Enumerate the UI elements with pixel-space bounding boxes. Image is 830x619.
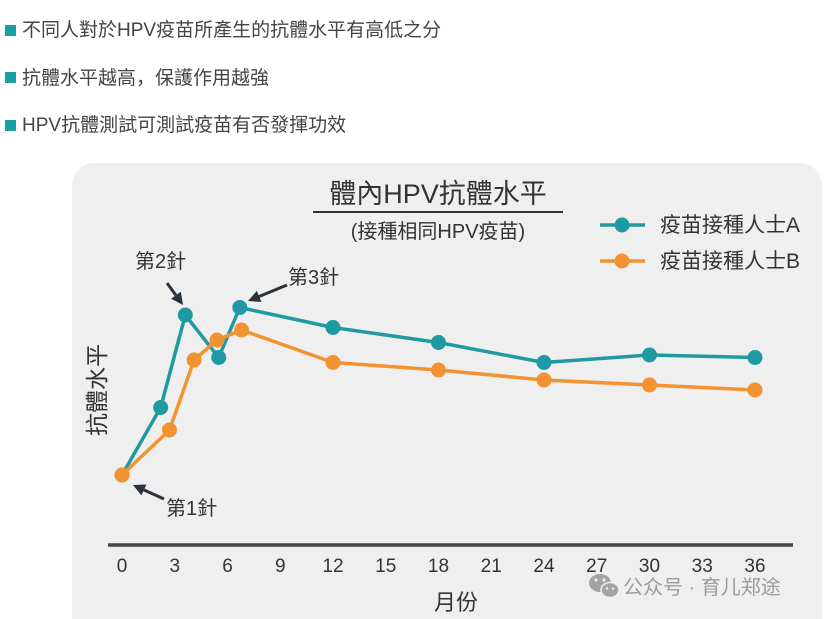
annotation-label: 第2針 bbox=[135, 250, 186, 273]
series-a-point bbox=[211, 350, 227, 365]
legend-label-a: 疫苗接種人士A bbox=[660, 214, 800, 237]
bullet-square-icon bbox=[5, 119, 16, 131]
x-tick-label: 24 bbox=[533, 556, 555, 577]
series-a-point bbox=[431, 335, 446, 350]
x-tick-label: 30 bbox=[639, 556, 660, 577]
annotation-dose-1: 第1針 bbox=[133, 484, 217, 520]
annotation-arrow bbox=[258, 283, 288, 298]
annotation-arrow bbox=[143, 488, 165, 501]
bullet-text: 不同人對於HPV疫苗所產生的抗體水平有高低之分 bbox=[22, 20, 442, 42]
series-a-point bbox=[642, 347, 657, 363]
annotation-dose-3: 第3針 bbox=[248, 266, 339, 302]
series-b-point bbox=[114, 467, 130, 483]
series-a-point bbox=[232, 300, 248, 315]
x-tick-label: 6 bbox=[222, 556, 233, 577]
arrowhead-icon bbox=[133, 484, 147, 496]
x-tick-label: 18 bbox=[428, 556, 449, 577]
series-a-point bbox=[153, 400, 169, 415]
series-b-point bbox=[747, 382, 763, 398]
series-a-point bbox=[325, 320, 341, 335]
bullet-list: 不同人對於HPV疫苗所產生的抗體水平有高低之分 抗體水平越高，保護作用越強 HP… bbox=[0, 5, 441, 148]
annotation-dose-2: 第2針 bbox=[135, 250, 186, 305]
x-tick-label: 15 bbox=[375, 556, 396, 577]
arrowhead-icon bbox=[171, 291, 183, 305]
bullet-text: HPV抗體測試可測試疫苗有否發揮功效 bbox=[22, 115, 347, 137]
series-layer bbox=[114, 300, 763, 483]
series-b-point bbox=[431, 362, 446, 378]
series-b-point bbox=[209, 332, 225, 348]
series-a-point bbox=[177, 307, 193, 323]
series-a-line bbox=[120, 305, 756, 476]
x-tick-label: 3 bbox=[169, 556, 180, 577]
chart-subtitle: (接種相同HPV疫苗) bbox=[351, 220, 525, 243]
x-tick-label: 27 bbox=[586, 556, 607, 577]
legend-marker-b bbox=[614, 253, 630, 269]
legend-marker-a bbox=[614, 217, 630, 233]
series-b-point bbox=[161, 422, 177, 438]
bullet-text: 抗體水平越高，保護作用越強 bbox=[22, 67, 270, 89]
watermark-text: 公众号 · 育儿郑途 bbox=[623, 576, 781, 599]
legend-item-a: 疫苗接種人士A bbox=[600, 214, 800, 237]
bullet-square-icon bbox=[5, 24, 16, 36]
arrowhead-icon bbox=[248, 290, 262, 302]
wechat-icon bbox=[589, 574, 620, 599]
legend: 疫苗接種人士A 疫苗接種人士B bbox=[600, 214, 800, 273]
x-tick-label: 36 bbox=[744, 556, 765, 577]
x-tick-label: 12 bbox=[322, 556, 343, 577]
bullet-item: 抗體水平越高，保護作用越強 bbox=[0, 53, 441, 101]
annotation-label: 第1針 bbox=[166, 497, 217, 520]
chart-title: 體內HPV抗體水平 bbox=[329, 179, 547, 209]
series-a-point bbox=[536, 355, 552, 370]
series-b-point bbox=[536, 372, 552, 388]
series-a bbox=[114, 300, 763, 483]
chart-panel bbox=[72, 163, 822, 619]
watermark: 公众号 · 育儿郑途 bbox=[589, 574, 781, 599]
series-a-point bbox=[747, 350, 763, 365]
x-tick-label: 33 bbox=[692, 556, 713, 577]
x-tick-label: 9 bbox=[275, 556, 286, 577]
legend-item-b: 疫苗接種人士B bbox=[600, 250, 800, 273]
bullet-square-icon bbox=[5, 72, 16, 84]
x-tick-label: 21 bbox=[481, 556, 502, 577]
annotation-label: 第3針 bbox=[288, 266, 339, 289]
y-axis-label: 抗體水平 bbox=[84, 344, 110, 436]
x-axis-label: 月份 bbox=[434, 590, 478, 615]
series-b-point bbox=[234, 322, 250, 338]
x-tick-label: 0 bbox=[117, 556, 128, 577]
bullet-item: HPV抗體測試可測試疫苗有否發揮功效 bbox=[0, 100, 441, 148]
bullet-item: 不同人對於HPV疫苗所產生的抗體水平有高低之分 bbox=[0, 5, 441, 53]
annotation-arrow bbox=[165, 282, 178, 297]
series-b-line bbox=[120, 328, 756, 477]
series-b bbox=[114, 322, 763, 483]
series-b-point bbox=[186, 352, 202, 368]
series-b-point bbox=[325, 355, 341, 370]
series-b-point bbox=[642, 377, 657, 393]
legend-label-b: 疫苗接種人士B bbox=[660, 250, 800, 273]
x-tick-labels: 0 3 6 9 12 15 18 21 24 27 30 33 36 bbox=[117, 556, 766, 577]
